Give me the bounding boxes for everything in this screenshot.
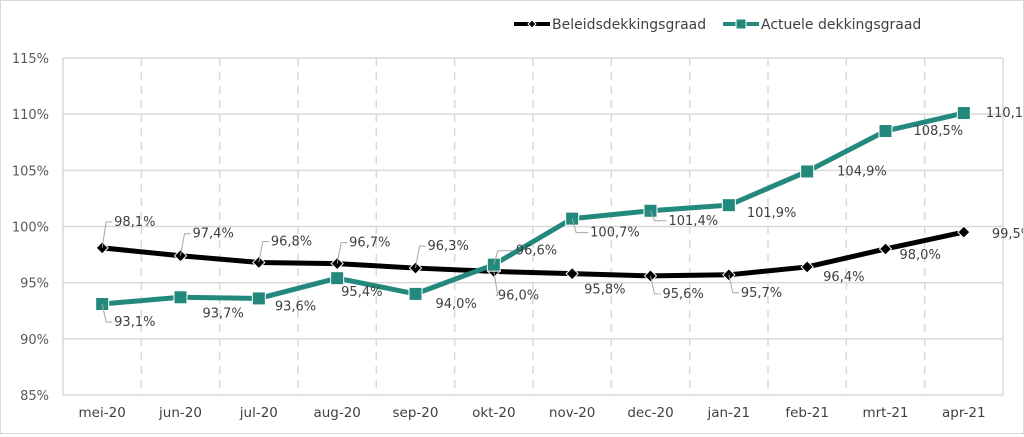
- data-label: 104,9%: [837, 164, 887, 179]
- data-label: 96,7%: [349, 236, 390, 251]
- data-label-leader: [650, 275, 661, 295]
- data-point-marker: [173, 290, 188, 305]
- data-point-marker: [878, 242, 893, 256]
- data-label: 100,7%: [590, 226, 640, 241]
- x-tick-label: okt-20: [472, 405, 515, 421]
- data-label-leader: [571, 218, 589, 234]
- data-label: 101,4%: [669, 214, 719, 229]
- legend-label: Beleidsdekkingsgraad: [552, 17, 706, 33]
- data-label: 96,0%: [498, 288, 539, 303]
- data-label-leader: [493, 250, 514, 265]
- data-point-marker: [722, 268, 736, 282]
- data-point-marker: [173, 248, 188, 263]
- data-label: 94,0%: [436, 297, 477, 312]
- data-label: 98,1%: [114, 215, 155, 230]
- data-label-leader: [180, 233, 191, 256]
- data-label-leader: [101, 303, 113, 323]
- x-tick-label: apr-21: [942, 405, 986, 421]
- data-label-leader: [258, 240, 269, 263]
- x-tick-label: mei-20: [79, 405, 126, 421]
- data-label-leader: [336, 242, 348, 264]
- data-point-marker: [957, 225, 971, 239]
- series-line-beleidsdekkingsgraad: [101, 229, 965, 279]
- legend-square-icon: [735, 18, 747, 30]
- x-tick-label: jan-21: [707, 405, 751, 421]
- data-label-leader: [493, 271, 499, 296]
- y-tick-label: 90%: [20, 333, 49, 348]
- data-label: 97,4%: [193, 227, 234, 242]
- data-label: 93,6%: [275, 299, 316, 314]
- data-point-marker: [800, 164, 815, 179]
- data-label: 98,0%: [900, 248, 941, 263]
- x-tick-label: sep-20: [393, 405, 439, 421]
- data-point-marker: [800, 260, 814, 274]
- legend-label: Actuele dekkingsgraad: [761, 17, 921, 33]
- x-tick-label: feb-21: [785, 405, 829, 421]
- data-label-leader: [650, 210, 667, 222]
- legend-diamond-icon: [527, 19, 537, 29]
- x-tick-label: jul-20: [239, 405, 278, 421]
- data-label: 95,6%: [663, 287, 704, 302]
- y-tick-label: 85%: [20, 389, 49, 404]
- y-tick-label: 110%: [12, 108, 49, 123]
- y-tick-label: 100%: [12, 221, 49, 236]
- data-label-leader: [415, 245, 426, 269]
- x-tick-label: mrt-21: [862, 405, 908, 421]
- data-label: 96,4%: [823, 270, 864, 285]
- data-point-marker: [565, 266, 579, 281]
- data-label: 99,5%: [992, 227, 1023, 242]
- data-point-marker: [251, 291, 266, 306]
- data-label: 96,6%: [516, 244, 557, 259]
- y-tick-label: 115%: [12, 52, 49, 67]
- data-label: 93,7%: [203, 306, 244, 321]
- data-label: 110,1%: [986, 106, 1023, 121]
- data-label-leader: [101, 221, 113, 248]
- y-tick-label: 95%: [20, 277, 49, 292]
- series-line-actuele-dekkingsgraad: [101, 110, 965, 307]
- x-tick-label: dec-20: [627, 405, 673, 421]
- data-point-marker: [878, 124, 893, 139]
- y-tick-label: 105%: [12, 164, 49, 179]
- data-point-marker: [252, 255, 266, 270]
- data-label: 108,5%: [914, 124, 964, 139]
- x-tick-label: aug-20: [313, 405, 360, 421]
- data-label: 93,1%: [114, 315, 155, 330]
- data-label: 96,8%: [271, 234, 312, 249]
- data-label: 95,4%: [341, 285, 382, 300]
- data-label: 95,7%: [741, 286, 782, 301]
- data-label-leader: [728, 274, 739, 294]
- data-point-marker: [721, 198, 736, 213]
- data-point-marker: [956, 106, 971, 121]
- data-point-marker: [408, 286, 423, 301]
- x-tick-label: jun-20: [158, 405, 202, 421]
- data-label: 95,8%: [584, 283, 625, 298]
- x-tick-label: nov-20: [549, 405, 596, 421]
- data-label: 101,9%: [747, 206, 797, 221]
- data-label: 96,3%: [428, 239, 469, 254]
- data-point-marker: [330, 271, 345, 286]
